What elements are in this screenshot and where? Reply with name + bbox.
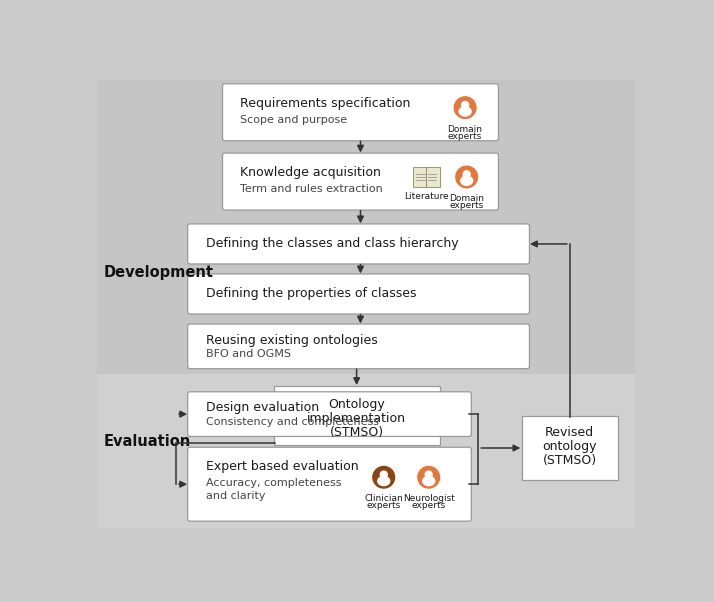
Text: Scope and purpose: Scope and purpose <box>241 115 348 125</box>
Text: Consistency and completeness: Consistency and completeness <box>206 417 378 427</box>
FancyBboxPatch shape <box>223 153 498 210</box>
Circle shape <box>456 166 478 188</box>
Text: implementation: implementation <box>307 412 406 425</box>
Circle shape <box>418 467 440 488</box>
Text: Defining the classes and class hierarchy: Defining the classes and class hierarchy <box>206 237 458 250</box>
Text: Defining the properties of classes: Defining the properties of classes <box>206 288 416 300</box>
Text: Design evaluation: Design evaluation <box>206 402 318 414</box>
Circle shape <box>426 471 432 478</box>
Text: Evaluation: Evaluation <box>104 434 191 449</box>
Text: Knowledge acquisition: Knowledge acquisition <box>241 166 381 179</box>
FancyBboxPatch shape <box>188 447 471 521</box>
FancyBboxPatch shape <box>188 274 530 314</box>
FancyBboxPatch shape <box>188 224 530 264</box>
Ellipse shape <box>461 176 473 185</box>
Circle shape <box>463 171 470 178</box>
Text: Reusing existing ontologies: Reusing existing ontologies <box>206 334 377 347</box>
FancyBboxPatch shape <box>188 324 530 368</box>
Text: Clinician: Clinician <box>364 494 403 503</box>
Text: Domain: Domain <box>449 194 484 203</box>
Text: experts: experts <box>366 501 401 510</box>
Text: Development: Development <box>104 265 213 280</box>
Circle shape <box>373 467 395 488</box>
Circle shape <box>454 97 476 119</box>
Text: Ontology: Ontology <box>328 399 385 411</box>
Text: (STMSO): (STMSO) <box>543 454 597 467</box>
Text: experts: experts <box>448 131 482 140</box>
Ellipse shape <box>423 476 435 486</box>
Text: Accuracy, completeness: Accuracy, completeness <box>206 479 341 488</box>
Text: Neurologist: Neurologist <box>403 494 455 503</box>
FancyBboxPatch shape <box>273 386 440 445</box>
Circle shape <box>462 102 468 108</box>
Ellipse shape <box>459 107 471 116</box>
Text: Term and rules extraction: Term and rules extraction <box>241 184 383 194</box>
Ellipse shape <box>378 476 390 486</box>
Text: ontology: ontology <box>543 440 597 453</box>
Text: experts: experts <box>411 501 446 510</box>
Text: and clarity: and clarity <box>206 491 265 501</box>
Circle shape <box>381 471 387 478</box>
Text: Expert based evaluation: Expert based evaluation <box>206 460 358 473</box>
FancyBboxPatch shape <box>413 167 440 187</box>
FancyBboxPatch shape <box>97 80 635 374</box>
FancyBboxPatch shape <box>188 392 471 436</box>
Text: Requirements specification: Requirements specification <box>241 96 411 110</box>
FancyBboxPatch shape <box>97 374 635 528</box>
Text: Domain: Domain <box>448 125 483 134</box>
Text: Literature: Literature <box>404 193 448 201</box>
Text: Revised: Revised <box>545 426 594 439</box>
Text: (STMSO): (STMSO) <box>330 426 383 439</box>
Text: BFO and OGMS: BFO and OGMS <box>206 349 291 359</box>
FancyBboxPatch shape <box>223 84 498 141</box>
Text: experts: experts <box>450 201 484 210</box>
FancyBboxPatch shape <box>522 415 618 480</box>
